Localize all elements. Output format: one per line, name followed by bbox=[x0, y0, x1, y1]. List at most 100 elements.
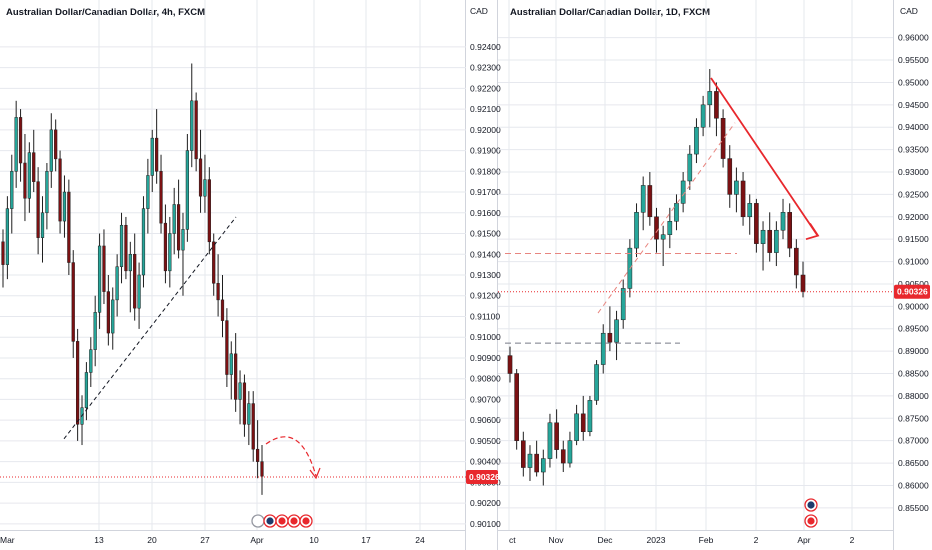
left-candle bbox=[247, 391, 251, 446]
left-x-tick-label: 10 bbox=[309, 535, 319, 545]
left-x-tick-label: Mar bbox=[0, 535, 15, 545]
right-trendline[interactable] bbox=[597, 122, 736, 314]
left-candle-body bbox=[18, 117, 23, 164]
left-y-tick-label: 0.90200 bbox=[470, 498, 501, 508]
right-candle-body bbox=[527, 453, 533, 468]
left-candle-body bbox=[128, 254, 132, 272]
right-candle-body bbox=[560, 449, 566, 464]
left-y-tick-label: 0.91900 bbox=[470, 146, 501, 156]
right-y-tick-label: 0.88000 bbox=[898, 391, 929, 401]
right-candle bbox=[780, 198, 786, 240]
left-candle bbox=[137, 262, 141, 329]
left-candle-body bbox=[198, 158, 203, 197]
right-chart-panel[interactable]: Australian Dollar/Canadian Dollar, 1D, F… bbox=[497, 0, 918, 550]
right-candle-body bbox=[587, 400, 593, 432]
left-candle-body bbox=[225, 320, 229, 375]
right-x-tick-label: Nov bbox=[548, 535, 564, 545]
right-candle-body bbox=[514, 373, 519, 441]
right-candle-body bbox=[640, 185, 646, 213]
right-x-tick-label: 2023 bbox=[647, 535, 666, 545]
right-candle bbox=[727, 145, 733, 208]
left-candle bbox=[238, 370, 242, 425]
left-candle bbox=[198, 129, 203, 213]
right-y-tick-label: 0.85500 bbox=[898, 503, 929, 513]
left-candle-body bbox=[97, 245, 102, 313]
right-y-tick-label: 0.86000 bbox=[898, 480, 929, 490]
left-y-tick-label: 0.91100 bbox=[470, 311, 500, 321]
left-candle-body bbox=[84, 372, 89, 408]
left-y-tick-label: 0.91600 bbox=[470, 208, 501, 218]
left-candle-body bbox=[168, 233, 172, 272]
left-candle bbox=[36, 167, 40, 255]
left-candle-body bbox=[185, 150, 189, 230]
flag-au-icon-core bbox=[266, 517, 274, 525]
left-candle bbox=[260, 445, 264, 495]
right-candle bbox=[667, 207, 673, 249]
left-candle bbox=[27, 142, 31, 213]
right-candle-body bbox=[667, 221, 673, 235]
right-down-arrow[interactable] bbox=[710, 77, 818, 236]
right-candle-body bbox=[654, 216, 659, 240]
right-candle-body bbox=[720, 118, 726, 159]
right-y-tick-label: 0.92500 bbox=[898, 189, 929, 199]
right-candle-body bbox=[554, 422, 559, 450]
right-x-tick-label: 2 bbox=[754, 535, 759, 545]
left-candle-body bbox=[119, 224, 124, 267]
left-projection-arrow[interactable] bbox=[265, 436, 317, 477]
right-candle-body bbox=[774, 229, 779, 253]
left-candle bbox=[176, 179, 181, 259]
left-candle bbox=[23, 133, 27, 222]
right-candle bbox=[740, 172, 746, 226]
left-y-tick-label: 0.91200 bbox=[470, 291, 501, 301]
left-y-tick-label: 0.91000 bbox=[470, 332, 501, 342]
right-candle bbox=[687, 145, 693, 190]
flag-au-icon[interactable] bbox=[263, 514, 277, 528]
right-candle bbox=[680, 172, 686, 213]
left-y-tick-label: 0.92100 bbox=[470, 104, 501, 114]
left-candle bbox=[45, 163, 49, 230]
flash-icon[interactable] bbox=[251, 514, 265, 528]
right-candle bbox=[594, 360, 599, 405]
left-candle bbox=[172, 187, 176, 255]
left-trendline[interactable] bbox=[63, 216, 237, 440]
flag-au-icon[interactable] bbox=[804, 498, 818, 512]
right-candle-body bbox=[507, 355, 513, 374]
right-candle bbox=[574, 404, 579, 446]
right-candle bbox=[694, 118, 699, 164]
right-candle-body bbox=[600, 332, 606, 365]
right-candle bbox=[794, 239, 799, 289]
left-candle bbox=[93, 295, 97, 367]
left-y-tick-label: 0.92300 bbox=[470, 63, 501, 73]
right-y-tick-label: 0.89000 bbox=[898, 346, 929, 356]
left-candle-body bbox=[251, 403, 255, 450]
flag-ca-icon[interactable] bbox=[275, 514, 289, 528]
left-candle bbox=[225, 308, 229, 387]
left-candle-body bbox=[115, 266, 119, 301]
right-candle-body bbox=[620, 288, 626, 321]
flag-ca-icon[interactable] bbox=[287, 514, 301, 528]
left-candle bbox=[194, 92, 198, 172]
right-plot-layer: 0.85500 0.86000 0.86500 0.87000 0.87500 0.880… bbox=[498, 0, 930, 545]
flag-ca-icon-core bbox=[807, 517, 815, 525]
right-candle bbox=[587, 395, 593, 437]
right-candle-body bbox=[754, 203, 759, 244]
left-candle bbox=[102, 229, 106, 305]
flag-ca-icon[interactable] bbox=[804, 514, 818, 528]
right-candle-body bbox=[734, 180, 739, 195]
right-candle bbox=[547, 413, 553, 468]
flag-ca-icon[interactable] bbox=[299, 514, 313, 528]
left-candle bbox=[124, 216, 128, 280]
left-candle bbox=[163, 204, 168, 284]
right-candle-body bbox=[567, 440, 573, 464]
right-candle bbox=[700, 95, 706, 137]
left-candle-body bbox=[62, 191, 67, 222]
right-y-tick-label: 0.87500 bbox=[898, 413, 929, 423]
left-candle bbox=[119, 212, 124, 284]
right-candle-body bbox=[647, 185, 653, 218]
left-candle-body bbox=[71, 262, 75, 342]
left-y-tick-label: 0.90500 bbox=[470, 436, 501, 446]
right-candle-body bbox=[594, 364, 599, 401]
left-candle bbox=[168, 216, 172, 288]
